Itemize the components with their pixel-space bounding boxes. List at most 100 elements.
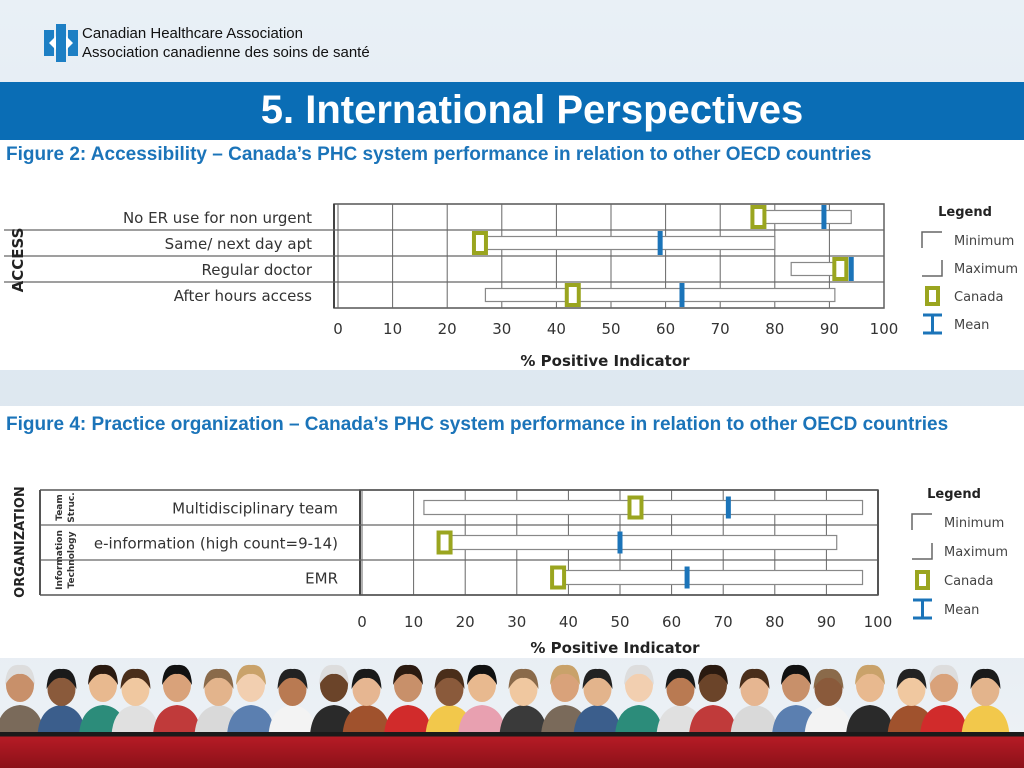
x-tick-label: 20 bbox=[456, 613, 475, 631]
person-figure bbox=[153, 664, 201, 735]
x-tick-label: 80 bbox=[765, 320, 784, 338]
person-figure bbox=[920, 664, 968, 735]
x-axis-label: % Positive Indicator bbox=[520, 352, 690, 370]
legend-item-label: Mean bbox=[954, 318, 989, 333]
people-photo-strip bbox=[0, 664, 1010, 735]
x-tick-label: 70 bbox=[711, 320, 730, 338]
x-tick-label: 50 bbox=[610, 613, 629, 631]
category-label: After hours access bbox=[174, 287, 312, 305]
legend-minimum-icon bbox=[921, 231, 942, 248]
x-axis-label: % Positive Indicator bbox=[530, 639, 700, 657]
canada-marker bbox=[436, 530, 453, 555]
legend-item-label: Canada bbox=[954, 290, 1003, 305]
x-tick-label: 100 bbox=[870, 320, 899, 338]
mean-marker bbox=[679, 283, 685, 307]
figure-4-title: Figure 4: Practice organization – Canada… bbox=[6, 414, 949, 435]
x-tick-label: 80 bbox=[765, 613, 784, 631]
legend: Legend Minimum Maximum Canada Mean bbox=[921, 205, 1018, 335]
x-tick-label: 90 bbox=[817, 613, 836, 631]
mean-marker bbox=[684, 566, 690, 589]
bottom-band bbox=[0, 732, 1024, 768]
legend-minimum-icon bbox=[911, 513, 932, 530]
legend-title: Legend bbox=[927, 487, 981, 502]
title-band bbox=[0, 82, 1024, 140]
person-figure bbox=[689, 664, 737, 735]
person-figure bbox=[615, 664, 663, 735]
category-label: No ER use for non urgent bbox=[123, 209, 312, 227]
figure-2-panel: Figure 2: Accessibility – Canada’s PHC s… bbox=[0, 140, 1024, 370]
canada-marker bbox=[832, 257, 849, 281]
x-tick-label: 20 bbox=[438, 320, 457, 338]
canada-marker bbox=[627, 495, 644, 520]
person-figure bbox=[79, 664, 127, 735]
person-figure bbox=[772, 664, 820, 735]
canada-marker bbox=[550, 565, 567, 590]
figure-4-chart: Multidisciplinary team e-information (hig… bbox=[13, 486, 1008, 657]
person-figure bbox=[111, 668, 160, 735]
group-label: ACCESS bbox=[9, 228, 27, 293]
legend-item-label: Maximum bbox=[954, 262, 1018, 277]
legend-title: Legend bbox=[938, 205, 992, 220]
x-tick-label: 70 bbox=[714, 613, 733, 631]
canada-marker bbox=[750, 205, 767, 229]
legend-maximum-icon bbox=[912, 543, 933, 560]
figure-2-title: Figure 2: Accessibility – Canada’s PHC s… bbox=[6, 144, 872, 165]
legend-item-label: Maximum bbox=[944, 545, 1008, 560]
category-label: e-information (high count=9-14) bbox=[94, 535, 338, 553]
figure-2-chart: No ER use for non urgent Same/ next day a… bbox=[4, 203, 1018, 370]
person-figure bbox=[227, 664, 275, 735]
person-figure bbox=[0, 664, 44, 735]
legend-item-label: Canada bbox=[944, 574, 993, 589]
x-tick-label: 60 bbox=[662, 613, 681, 631]
person-figure bbox=[961, 668, 1010, 735]
x-tick-label: 90 bbox=[820, 320, 839, 338]
legend-mean-icon bbox=[913, 598, 932, 620]
range-bar bbox=[557, 569, 864, 586]
legend-item-label: Minimum bbox=[954, 234, 1014, 249]
x-tick-label: 40 bbox=[559, 613, 578, 631]
mean-marker bbox=[617, 531, 623, 554]
category-label: Multidisciplinary team bbox=[172, 500, 338, 518]
legend-item-label: Minimum bbox=[944, 516, 1004, 531]
mean-marker bbox=[848, 257, 854, 281]
category-label: Same/ next day apt bbox=[165, 235, 312, 253]
x-tick-label: 40 bbox=[547, 320, 566, 338]
mean-marker bbox=[657, 231, 663, 255]
person-figure bbox=[310, 664, 358, 735]
person-figure bbox=[499, 668, 548, 735]
subgroup-label: Technology bbox=[67, 531, 77, 588]
mean-marker bbox=[821, 205, 827, 229]
legend-maximum-icon bbox=[922, 260, 943, 277]
legend-mean-icon bbox=[923, 313, 942, 335]
canada-marker bbox=[564, 283, 581, 307]
range-bar bbox=[449, 534, 838, 551]
legend-canada-icon bbox=[915, 570, 930, 590]
range-bar bbox=[484, 287, 836, 303]
x-tick-label: 100 bbox=[864, 613, 893, 631]
person-figure bbox=[342, 668, 391, 735]
x-tick-label: 0 bbox=[333, 320, 343, 338]
category-label: Regular doctor bbox=[202, 261, 313, 279]
org-name-fr: Association canadienne des soins de sant… bbox=[82, 44, 370, 61]
subgroup-label: Team bbox=[55, 494, 65, 521]
person-figure bbox=[656, 668, 705, 735]
person-figure bbox=[268, 668, 317, 735]
x-tick-label: 30 bbox=[492, 320, 511, 338]
maple-cross-logo-icon bbox=[44, 24, 78, 62]
cha-logo: Canadian Healthcare Association Associat… bbox=[44, 24, 370, 64]
subgroup-label: Information bbox=[55, 530, 65, 590]
x-tick-label: 10 bbox=[404, 613, 423, 631]
group-label: ORGANIZATION bbox=[13, 486, 28, 598]
org-name-en: Canadian Healthcare Association bbox=[82, 25, 303, 42]
person-figure bbox=[804, 668, 853, 735]
person-figure bbox=[458, 664, 506, 735]
x-tick-label: 30 bbox=[507, 613, 526, 631]
canada-marker bbox=[471, 231, 488, 255]
category-label: EMR bbox=[305, 570, 338, 588]
range-bar bbox=[484, 235, 776, 251]
legend-canada-icon bbox=[925, 286, 940, 306]
person-figure bbox=[384, 664, 432, 735]
subgroup-label: Struc. bbox=[67, 492, 77, 522]
person-figure bbox=[573, 668, 622, 735]
person-figure bbox=[730, 668, 779, 735]
